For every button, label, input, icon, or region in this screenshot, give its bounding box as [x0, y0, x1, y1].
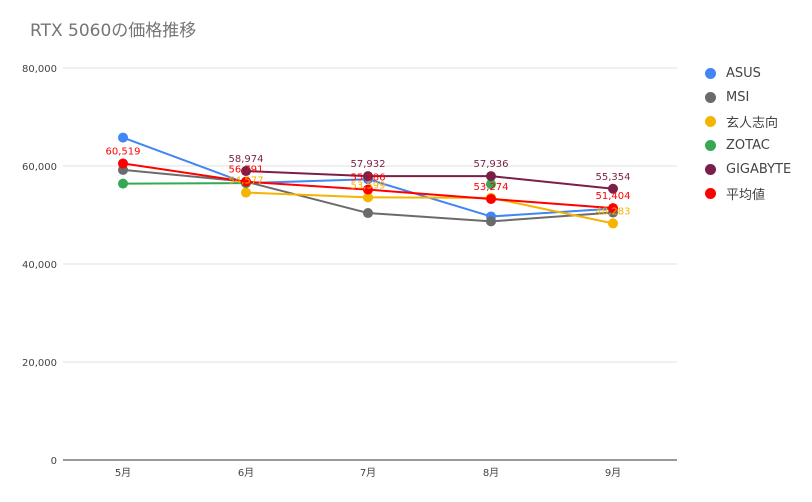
data-point-asus: [118, 132, 128, 143]
data-point-series: [118, 158, 128, 169]
legend-item-average: 平均値: [705, 181, 791, 205]
legend-item-gigabyte: GIGABYTE: [705, 157, 791, 181]
data-point-gigabyte: [486, 171, 496, 182]
data-label-gigabyte: 58,974: [229, 154, 264, 165]
legend-label-zotac: ZOTAC: [726, 137, 770, 153]
data-label-series: 51,404: [596, 191, 631, 202]
legend-item-zotac: ZOTAC: [705, 133, 791, 157]
legend-label-gigabyte: GIGABYTE: [726, 161, 792, 177]
legend-swatch-zotac: [705, 139, 716, 151]
y-tick-label: 80,000: [22, 64, 57, 75]
legend-label-kuroutoshikou: 玄人志向: [726, 115, 779, 131]
data-label-series: 53,599: [351, 180, 386, 191]
chart-legend: ASUS MSI 玄人志向 ZOTAC GIGABYTE 平均値: [705, 61, 791, 205]
legend-swatch-asus: [705, 67, 716, 79]
legend-swatch-kuroutoshikou: [705, 115, 716, 127]
legend-item-kuroutoshikou: 玄人志向: [705, 109, 791, 133]
data-point-series: [608, 203, 618, 214]
legend-label-msi: MSI: [726, 89, 750, 105]
data-label-gigabyte: 57,936: [474, 159, 509, 170]
x-tick-label: 7月: [360, 467, 376, 479]
data-point-series: [486, 193, 496, 204]
data-label-series: 56,791: [229, 165, 264, 176]
data-label-series: 53,274: [474, 182, 509, 193]
legend-swatch-gigabyte: [705, 163, 716, 175]
legend-label-asus: ASUS: [726, 65, 761, 81]
data-point-series: [241, 187, 251, 198]
chart-title: RTX 5060の価格推移: [30, 21, 197, 41]
legend-item-msi: MSI: [705, 85, 791, 109]
data-label-gigabyte: 55,354: [596, 172, 631, 183]
series-line-gigabyte: [245, 170, 614, 190]
series-line-series: [245, 191, 614, 225]
x-tick-label: 5月: [115, 467, 131, 479]
data-point-msi: [363, 208, 373, 219]
y-tick-label: 0: [51, 456, 57, 467]
y-tick-label: 20,000: [22, 358, 57, 369]
data-label-series: 48,283: [596, 206, 631, 217]
data-point-zotac: [118, 178, 128, 189]
x-tick-label: 8月: [483, 467, 499, 479]
x-tick-label: 6月: [238, 467, 254, 479]
data-point-gigabyte: [608, 183, 618, 194]
data-point-series: [363, 192, 373, 203]
legend-label-average: 平均値: [726, 187, 766, 203]
data-point-gigabyte: [363, 171, 373, 182]
x-tick-label: 9月: [605, 467, 621, 479]
data-label-series: 55,186: [351, 173, 386, 184]
legend-item-asus: ASUS: [705, 61, 791, 85]
data-point-series: [241, 176, 251, 187]
y-tick-label: 60,000: [22, 162, 57, 173]
data-point-zotac: [486, 179, 496, 190]
data-point-series: [608, 218, 618, 229]
data-label-series: 54,577: [229, 176, 264, 187]
legend-swatch-msi: [705, 91, 716, 103]
data-label-gigabyte: 57,932: [351, 159, 386, 170]
data-point-series: [363, 184, 373, 195]
data-point-msi: [486, 216, 496, 227]
y-tick-label: 40,000: [22, 260, 57, 271]
legend-swatch-average: [705, 187, 716, 199]
data-label-series: 60,519: [106, 146, 141, 157]
data-point-gigabyte: [241, 166, 251, 177]
